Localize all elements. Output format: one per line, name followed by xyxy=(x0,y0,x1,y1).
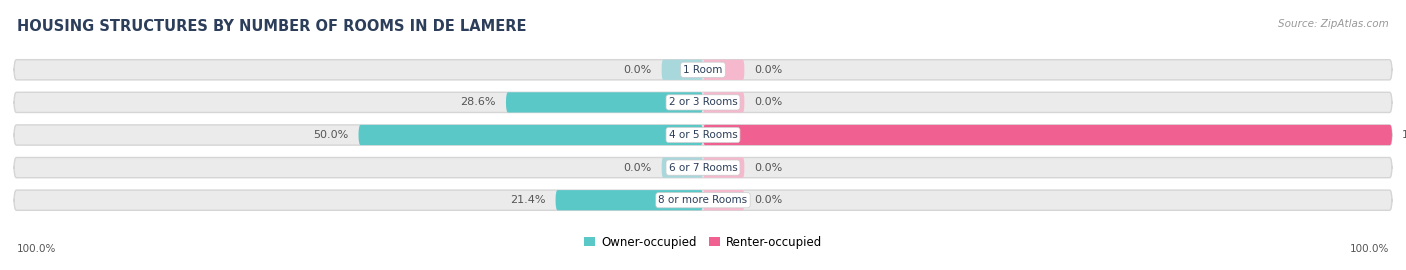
Text: 0.0%: 0.0% xyxy=(755,163,783,173)
Text: HOUSING STRUCTURES BY NUMBER OF ROOMS IN DE LAMERE: HOUSING STRUCTURES BY NUMBER OF ROOMS IN… xyxy=(17,19,526,34)
FancyBboxPatch shape xyxy=(703,157,744,178)
FancyBboxPatch shape xyxy=(14,125,1392,145)
FancyBboxPatch shape xyxy=(703,92,744,113)
Text: 0.0%: 0.0% xyxy=(623,65,651,75)
FancyBboxPatch shape xyxy=(14,92,1392,113)
FancyBboxPatch shape xyxy=(555,190,703,210)
Text: 0.0%: 0.0% xyxy=(623,163,651,173)
FancyBboxPatch shape xyxy=(703,60,744,80)
Text: 0.0%: 0.0% xyxy=(755,195,783,205)
Text: Source: ZipAtlas.com: Source: ZipAtlas.com xyxy=(1278,19,1389,29)
Text: 6 or 7 Rooms: 6 or 7 Rooms xyxy=(669,163,737,173)
FancyBboxPatch shape xyxy=(14,157,1392,178)
FancyBboxPatch shape xyxy=(359,125,703,145)
FancyBboxPatch shape xyxy=(14,190,1392,210)
Text: 2 or 3 Rooms: 2 or 3 Rooms xyxy=(669,97,737,107)
Legend: Owner-occupied, Renter-occupied: Owner-occupied, Renter-occupied xyxy=(579,231,827,254)
Text: 50.0%: 50.0% xyxy=(314,130,349,140)
FancyBboxPatch shape xyxy=(662,157,703,178)
FancyBboxPatch shape xyxy=(703,190,744,210)
Text: 0.0%: 0.0% xyxy=(755,65,783,75)
Text: 4 or 5 Rooms: 4 or 5 Rooms xyxy=(669,130,737,140)
Text: 0.0%: 0.0% xyxy=(755,97,783,107)
FancyBboxPatch shape xyxy=(662,60,703,80)
Text: 21.4%: 21.4% xyxy=(510,195,546,205)
Text: 28.6%: 28.6% xyxy=(460,97,496,107)
FancyBboxPatch shape xyxy=(703,125,1392,145)
Text: 100.0%: 100.0% xyxy=(17,244,56,254)
Text: 1 Room: 1 Room xyxy=(683,65,723,75)
FancyBboxPatch shape xyxy=(14,60,1392,80)
FancyBboxPatch shape xyxy=(506,92,703,113)
Text: 100.0%: 100.0% xyxy=(1402,130,1406,140)
Text: 8 or more Rooms: 8 or more Rooms xyxy=(658,195,748,205)
Text: 100.0%: 100.0% xyxy=(1350,244,1389,254)
